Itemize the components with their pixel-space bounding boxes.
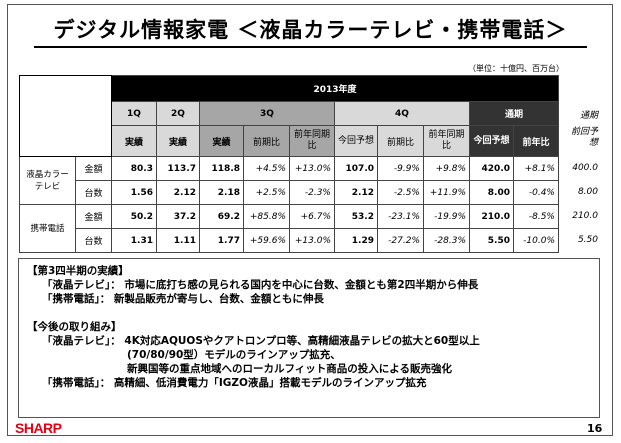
table-row: 台数 1.56 2.12 2.18 +2.5% -2.3% 2.12 -2.5% +11.9% 8…: [20, 180, 559, 205]
table-cell: 1.56: [111, 180, 157, 205]
page-number: 16: [587, 422, 603, 435]
table-cell: +2.5%: [243, 180, 290, 205]
table-cell: -0.4%: [513, 180, 559, 205]
title-divider: [34, 46, 587, 48]
table-row: 液晶カラーテレビ 金額 80.3 113.7 118.8 +4.5% +13.0% 107.0…: [19, 156, 559, 205]
year-header: 2013年度: [111, 75, 559, 102]
metric-label: 金額: [75, 204, 112, 229]
product-group-label: 携帯電話: [19, 204, 76, 253]
q3-qoq-header: 前期比: [243, 125, 290, 157]
table-cell: 53.2: [334, 204, 378, 229]
future-tv-note-2: (70/80/90型）モデルのラインアップ拡充、: [127, 349, 341, 361]
page-title: デジタル情報家電 ＜液晶カラーテレビ・携帯電話＞: [53, 18, 568, 42]
future-tv-note: 「液晶テレビ」： 4K対応AQUOSやクアトロンプロ等、高精細液晶テレビの拡大と…: [42, 335, 480, 347]
table-cell: -23.1%: [377, 204, 424, 229]
slide-frame: [7, 4, 613, 436]
unit-note: （単位：十億円、百万台）: [468, 64, 564, 73]
table-cell: +8.1%: [513, 156, 559, 181]
table-cell: -27.2%: [377, 228, 424, 253]
q4-yoy-header: 前年同期比: [423, 125, 470, 157]
prev-forecast-value: 5.50: [577, 235, 598, 245]
table-row: 台数 1.31 1.11 1.77 +59.6% +13.0% 1.29 -27.2% -28.…: [20, 228, 559, 253]
full-yoy-header: 前年比: [513, 125, 559, 157]
sharp-logo: SHARP: [15, 420, 62, 436]
metric-label: 金額: [75, 156, 112, 181]
table-cell: 2.12: [334, 180, 378, 205]
table-cell: 1.11: [156, 228, 200, 253]
q2-header: 2Q: [156, 101, 200, 126]
metric-label: 台数: [75, 228, 112, 253]
table-cell: 1.31: [111, 228, 157, 253]
table-cell: -8.5%: [513, 204, 559, 229]
q3-tv-note: 「液晶テレビ」： 市場に底打ち感の見られる国内を中心に台数、金額とも第2四半期か…: [42, 279, 479, 291]
q4-qoq-header: 前期比: [377, 125, 424, 157]
table-cell: 8.00: [469, 180, 514, 205]
prev-forecast-value: 8.00: [577, 187, 598, 197]
full-forecast-header: 今回予想: [469, 125, 514, 157]
table-cell: 107.0: [334, 156, 378, 181]
future-phone-note: 「携帯電話」： 高精細、低消費電力「IGZO液晶」搭載モデルのラインアップ拡充: [42, 377, 427, 389]
prev-forecast-header: 前回予想: [570, 127, 598, 148]
table-cell: 113.7: [156, 156, 200, 181]
table-cell: +13.0%: [289, 156, 335, 181]
table-cell: -19.9%: [423, 204, 470, 229]
prev-forecast-value: 210.0: [572, 211, 598, 221]
table-cell: 1.29: [334, 228, 378, 253]
table-cell: +11.9%: [423, 180, 470, 205]
table-cell: 420.0: [469, 156, 514, 181]
table-cell: 1.77: [199, 228, 244, 253]
table-cell: -10.0%: [513, 228, 559, 253]
table-cell: 118.8: [199, 156, 244, 181]
table-cell: -2.5%: [377, 180, 424, 205]
q3-yoy-header: 前年同期比: [289, 125, 335, 157]
table-cell: 80.3: [111, 156, 157, 181]
q1-actual-header: 実績: [111, 125, 157, 157]
table-cell: 2.12: [156, 180, 200, 205]
q3-header: 3Q: [199, 101, 335, 126]
q4-forecast-header: 今回予想: [334, 125, 378, 157]
q1-header: 1Q: [111, 101, 157, 126]
q3-actual-header: 実績: [199, 125, 244, 157]
full-year-header: 通期: [469, 101, 559, 126]
q2-actual-header: 実績: [156, 125, 200, 157]
q3-results-heading: 【第3四半期の実績】: [27, 265, 129, 277]
table-cell: 5.50: [469, 228, 514, 253]
table-cell: 69.2: [199, 204, 244, 229]
table-cell: 37.2: [156, 204, 200, 229]
table-cell: +4.5%: [243, 156, 290, 181]
future-initiatives-heading: 【今後の取り組み】: [27, 321, 122, 333]
prev-forecast-value: 400.0: [572, 163, 598, 173]
sales-table: 2013年度 1Q 2Q 3Q 4Q 通期 実績 実績 実績 前期比 前年同期比…: [19, 75, 559, 253]
q3-phone-note: 「携帯電話」： 新製品販売が寄与し、台数、金額ともに伸長: [42, 293, 324, 305]
table-cell: +85.8%: [243, 204, 290, 229]
future-tv-note-3: 新興国等の重点地域へのローカルフィット商品の投入による販売強化: [127, 363, 452, 375]
corner-cell: [19, 75, 112, 157]
table-row: 携帯電話 金額 50.2 37.2 69.2 +85.8% +6.7% 53.2 -23.1% -…: [19, 204, 559, 253]
metric-label: 台数: [75, 180, 112, 205]
q4-header: 4Q: [334, 101, 470, 126]
table-cell: -9.9%: [377, 156, 424, 181]
table-cell: +6.7%: [289, 204, 335, 229]
commentary-box: 【第3四半期の実績】 「液晶テレビ」： 市場に底打ち感の見られる国内を中心に台数…: [18, 258, 600, 418]
table-cell: -2.3%: [289, 180, 335, 205]
table-cell: 50.2: [111, 204, 157, 229]
table-cell: -28.3%: [423, 228, 470, 253]
table-cell: 2.18: [199, 180, 244, 205]
table-cell: 210.0: [469, 204, 514, 229]
table-cell: +13.0%: [289, 228, 335, 253]
table-cell: +9.8%: [423, 156, 470, 181]
prev-full-header: 通期: [579, 111, 598, 121]
table-cell: +59.6%: [243, 228, 290, 253]
product-group-label: 液晶カラーテレビ: [19, 156, 76, 205]
